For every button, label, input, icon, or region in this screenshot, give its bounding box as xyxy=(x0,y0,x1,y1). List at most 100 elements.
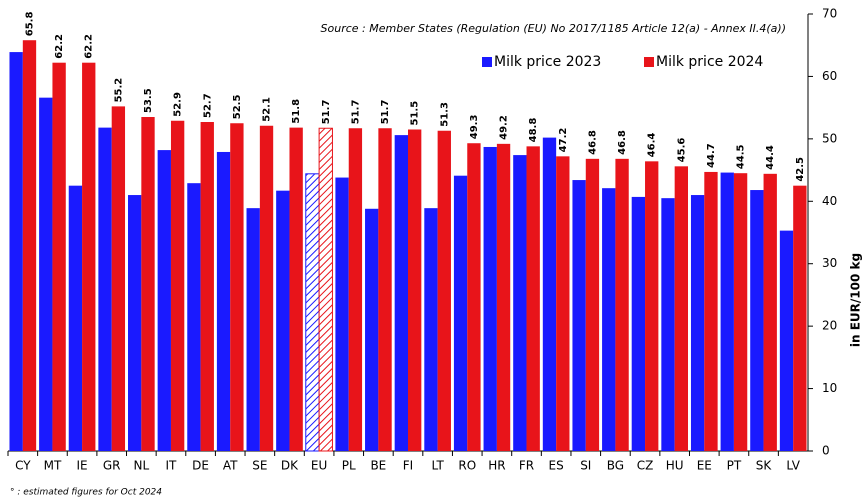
x-tick-label: SE xyxy=(252,459,267,473)
x-tick-label: PT xyxy=(727,459,742,473)
bar xyxy=(305,173,320,452)
bar xyxy=(467,143,481,451)
bar xyxy=(98,127,112,452)
bar xyxy=(216,151,231,451)
bar xyxy=(615,158,629,451)
x-tick-label: HU xyxy=(666,459,684,473)
y-tick-label: 50 xyxy=(822,131,837,145)
bar xyxy=(661,198,675,451)
x-tick-label: AT xyxy=(223,459,238,473)
x-tick-label: CY xyxy=(15,459,31,473)
x-tick-label: LT xyxy=(431,459,444,473)
data-label: 44.5 xyxy=(736,144,747,169)
legend-label: Milk price 2024 xyxy=(656,54,763,70)
data-label: 52.1 xyxy=(262,97,273,122)
bar xyxy=(437,130,451,451)
footnote: ° : estimated figures for Oct 2024 xyxy=(10,488,162,498)
bar xyxy=(68,185,83,451)
x-tick-label: IT xyxy=(166,459,178,473)
x-tick-label: CZ xyxy=(637,459,654,473)
x-tick-label: FR xyxy=(519,459,534,473)
bar xyxy=(187,183,201,451)
data-label: 47.2 xyxy=(558,128,569,153)
bar xyxy=(793,185,807,451)
bar xyxy=(9,52,23,452)
bar xyxy=(779,230,794,451)
data-label: 44.4 xyxy=(765,145,776,170)
y-tick-label: 70 xyxy=(822,7,837,21)
x-tick-label: PL xyxy=(342,459,356,473)
x-tick-label: IE xyxy=(77,459,88,473)
data-label: 51.7 xyxy=(380,100,391,125)
x-tick-label: BG xyxy=(607,459,624,473)
bar xyxy=(704,171,718,452)
bar xyxy=(157,150,171,451)
data-label: 51.7 xyxy=(321,100,332,125)
bar xyxy=(483,146,497,452)
data-label: 52.7 xyxy=(202,93,213,118)
bar xyxy=(763,173,777,451)
data-label: 51.8 xyxy=(291,99,302,124)
bar xyxy=(542,137,557,451)
bar xyxy=(572,180,586,451)
bar xyxy=(22,40,37,451)
bar xyxy=(318,127,333,452)
x-tick-label: BE xyxy=(370,459,386,473)
data-label: 52.9 xyxy=(173,92,184,117)
bar xyxy=(111,106,126,451)
x-tick-label: RO xyxy=(458,459,476,473)
bar xyxy=(365,208,379,451)
bar xyxy=(690,195,705,451)
data-label: 44.7 xyxy=(706,143,717,168)
x-tick-label: EE xyxy=(697,459,712,473)
y-tick-label: 0 xyxy=(822,444,830,458)
bar xyxy=(526,146,540,451)
bar xyxy=(408,129,422,451)
data-label: 52.5 xyxy=(232,95,243,120)
x-tick-label: NL xyxy=(133,459,149,473)
bar xyxy=(200,122,214,451)
source: Source : Member States (Regulation (EU) … xyxy=(321,22,786,35)
x-tick-label: EU xyxy=(311,459,327,473)
legend-label: Milk price 2023 xyxy=(494,54,601,70)
data-label: 49.3 xyxy=(469,115,480,140)
bar xyxy=(394,135,408,451)
data-label: 42.5 xyxy=(795,157,806,182)
bar xyxy=(128,195,142,451)
bar xyxy=(39,97,53,451)
x-tick-label: GR xyxy=(103,459,121,473)
x-tick-label: DK xyxy=(281,459,299,473)
y-axis-label: in EUR/100 kg xyxy=(849,253,863,347)
bar xyxy=(720,172,734,451)
data-label: 46.4 xyxy=(647,133,658,158)
data-label: 48.8 xyxy=(528,118,539,143)
data-label: 55.2 xyxy=(113,78,124,103)
x-tick-label: FI xyxy=(403,459,413,473)
bar xyxy=(602,188,616,451)
x-tick-label: SI xyxy=(580,459,591,473)
x-tick-label: DE xyxy=(192,459,209,473)
bar xyxy=(348,128,363,451)
bar xyxy=(246,208,260,451)
data-label: 46.8 xyxy=(617,130,628,155)
bar xyxy=(631,196,646,451)
data-label: 51.7 xyxy=(350,100,361,125)
legend-swatch xyxy=(644,57,654,67)
x-tick-label: HR xyxy=(488,459,505,473)
legend-swatch xyxy=(482,57,492,67)
x-tick-label: LV xyxy=(786,459,800,473)
x-tick-label: MT xyxy=(44,459,62,473)
bar xyxy=(170,120,185,451)
bar xyxy=(645,161,659,451)
data-label: 51.5 xyxy=(410,101,421,126)
data-label: 53.5 xyxy=(143,88,154,113)
bar xyxy=(674,166,688,451)
y-tick-label: 40 xyxy=(822,194,837,208)
data-label: 49.2 xyxy=(499,115,510,140)
bar xyxy=(335,177,349,451)
bar xyxy=(556,156,570,451)
y-tick-label: 10 xyxy=(822,381,837,395)
bar xyxy=(289,127,303,452)
bar xyxy=(453,175,468,451)
